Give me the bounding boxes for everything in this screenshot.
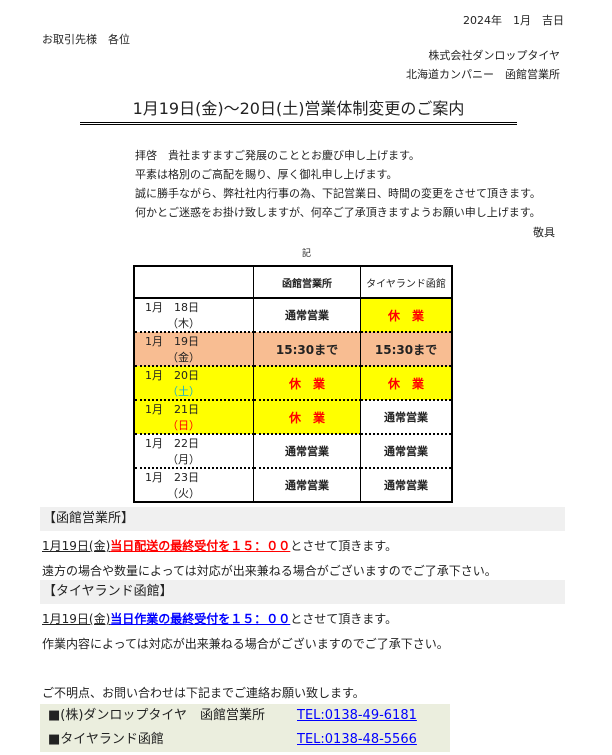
tireland-cell: 通常営業 xyxy=(360,468,452,502)
company-name: 株式会社ダンロップタイヤ xyxy=(428,49,560,62)
hakodate-cell: 通常営業 xyxy=(253,434,361,469)
day-cell: （土） xyxy=(167,385,200,398)
greeting-line: 平素は格別のご高配を賜り、厚く御礼申し上げます。 xyxy=(135,168,398,181)
notice-rest: とさせて頂きます。 xyxy=(290,539,398,553)
table-row: 1月 18日 （木） 通常営業休 業 xyxy=(133,298,452,333)
hakodate-cell: 通常営業 xyxy=(253,298,361,333)
greeting-line: 拝啓 貴社ますますご発展のこととお慶び申し上げます。 xyxy=(135,149,420,162)
section-heading-hakodate: 【函館営業所】 xyxy=(40,507,565,531)
notice-date: 1月19日(金) xyxy=(42,612,111,626)
tireland-cell: 15:30まで xyxy=(360,332,452,367)
tireland-cell: 通常営業 xyxy=(360,434,452,469)
closing: 敬具 xyxy=(533,226,555,239)
branch-name: 北海道カンパニー 函館営業所 xyxy=(406,68,560,81)
tireland-notice: 1月19日(金)当日作業の最終受付を１５：００とさせて頂きます。 xyxy=(42,610,397,627)
schedule-table: 函館営業所 タイヤランド函館 1月 18日（木） 通常営業休 業 1月 19日（金… xyxy=(133,265,453,503)
day-cell: （日） xyxy=(167,419,200,432)
table-header: 函館営業所 タイヤランド函館 xyxy=(133,266,452,299)
tel-link[interactable]: TEL:0138-49-6181 xyxy=(297,708,417,723)
table-row: 1月 23日 （火） 通常営業 通常営業 xyxy=(133,468,452,502)
table-row: 1月 19日 （金） 15:30まで 15:30まで xyxy=(133,332,452,367)
issue-date: 2024年 1月 吉日 xyxy=(463,14,564,27)
date-cell: 1月 18日 xyxy=(145,301,199,314)
day-cell: （金） xyxy=(167,351,200,364)
notice-rest: とさせて頂きます。 xyxy=(290,612,398,626)
contact-name: ■タイヤランド函館 xyxy=(48,732,164,747)
date-cell: 1月 19日 xyxy=(145,335,199,348)
hakodate-cell: 休 業 xyxy=(253,400,361,435)
header-cell: 函館営業所 xyxy=(253,266,361,299)
hakodate-note: 遠方の場合や数量によっては対応が出来兼ねる場合がございますのでご了承下さい。 xyxy=(42,564,497,578)
ki-label: 記 xyxy=(302,249,312,259)
tel-link[interactable]: TEL:0138-48-5566 xyxy=(297,732,417,747)
contact-intro: ご不明点、お問い合わせは下記までご連絡お願い致します。 xyxy=(42,686,365,700)
tireland-cell: 休 業 xyxy=(360,298,452,333)
header-cell: タイヤランド函館 xyxy=(360,266,452,299)
section-heading-tireland: 【タイヤランド函館】 xyxy=(40,580,565,604)
notice-highlight: 当日配送の最終受付を１５：００ xyxy=(110,539,291,553)
greeting-line: 何かとご迷惑をお掛け致しますが、何卒ご了承頂きますようお願い申し上げます。 xyxy=(135,206,541,219)
contact-name: ■(株)ダンロップタイヤ 函館営業所 xyxy=(48,708,266,723)
date-cell: 1月 23日 xyxy=(145,471,199,484)
hakodate-cell: 15:30まで xyxy=(253,332,361,367)
page-title: 1月19日(金)～20日(土)営業体制変更のご案内 xyxy=(80,95,517,125)
tireland-cell: 通常営業 xyxy=(360,400,452,435)
contact-item: ■タイヤランド函館 TEL:0138-48-5566 xyxy=(40,728,450,752)
addressee: お取引先様 各位 xyxy=(42,33,130,46)
day-cell: （火） xyxy=(167,487,200,500)
date-cell: 1月 20日 xyxy=(145,369,199,382)
day-cell: （木） xyxy=(167,317,200,330)
table-row: 1月 22日 （月） 通常営業 通常営業 xyxy=(133,434,452,469)
tireland-cell: 休 業 xyxy=(360,366,452,401)
hakodate-cell: 休 業 xyxy=(253,366,361,401)
greeting-line: 誠に勝手ながら、弊社社内行事の為、下記営業日、時間の変更をさせて頂きます。 xyxy=(135,187,541,200)
header-cell xyxy=(133,266,254,299)
tireland-note: 作業内容によっては対応が出来兼ねる場合がございますのでご了承下さい。 xyxy=(42,637,449,651)
notice-date: 1月19日(金) xyxy=(42,539,111,553)
date-cell: 1月 22日 xyxy=(145,437,199,450)
contact-box: ■(株)ダンロップタイヤ 函館営業所 TEL:0138-49-6181 ■タイヤラ… xyxy=(40,704,450,752)
notice-highlight: 当日作業の最終受付を１５：００ xyxy=(110,612,291,626)
table-row: 1月 20日 （土） 休 業休 業 xyxy=(133,366,452,401)
day-cell: （月） xyxy=(167,453,200,466)
table-row: 1月 21日 （日） 休 業通常営業 xyxy=(133,400,452,435)
contact-item: ■(株)ダンロップタイヤ 函館営業所 TEL:0138-49-6181 xyxy=(40,704,450,728)
date-cell: 1月 21日 xyxy=(145,403,199,416)
greeting-text: 拝啓 貴社ますますご発展のこととお慶び申し上げます。 平素は格別のご高配を賜り、… xyxy=(135,146,541,222)
hakodate-cell: 通常営業 xyxy=(253,468,361,502)
hakodate-notice: 1月19日(金)当日配送の最終受付を１５：００とさせて頂きます。 xyxy=(42,537,397,554)
